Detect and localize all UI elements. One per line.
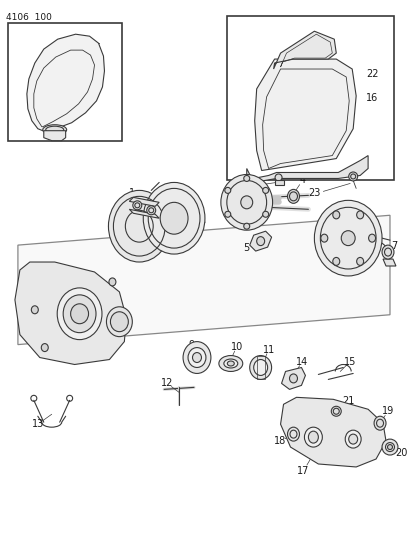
Ellipse shape [315,200,382,276]
Ellipse shape [133,201,142,210]
Text: 16: 16 [88,43,102,53]
Ellipse shape [250,356,272,379]
Text: 22: 22 [366,69,379,79]
Polygon shape [281,397,386,467]
Text: 1: 1 [129,188,135,198]
Ellipse shape [382,439,398,455]
Ellipse shape [333,211,340,219]
Ellipse shape [225,188,231,193]
Ellipse shape [225,211,231,217]
Text: 14: 14 [296,357,308,367]
Text: 5: 5 [244,243,250,253]
Ellipse shape [43,125,67,135]
Polygon shape [255,59,356,171]
Polygon shape [129,197,159,206]
Ellipse shape [63,295,96,333]
Text: 21: 21 [342,397,355,406]
Text: 10: 10 [231,342,243,352]
Text: 6: 6 [353,217,359,227]
Ellipse shape [109,278,116,286]
Ellipse shape [244,175,250,181]
Text: 18: 18 [275,436,287,446]
Ellipse shape [227,361,234,366]
Polygon shape [15,262,126,365]
Ellipse shape [147,206,156,215]
Text: 17: 17 [297,466,310,476]
Polygon shape [129,209,159,218]
Ellipse shape [111,312,129,332]
Ellipse shape [160,203,188,234]
Ellipse shape [221,174,273,230]
Ellipse shape [183,342,211,374]
Ellipse shape [257,237,265,246]
Ellipse shape [333,257,340,265]
Polygon shape [18,215,390,345]
Text: 11: 11 [262,344,275,354]
Text: 13: 13 [32,419,44,429]
Text: 3: 3 [232,180,238,189]
Ellipse shape [357,211,364,219]
Polygon shape [27,34,104,131]
Text: 4: 4 [299,175,306,185]
Ellipse shape [349,172,358,181]
Ellipse shape [219,356,243,372]
Ellipse shape [374,416,386,430]
Ellipse shape [345,430,361,448]
Ellipse shape [71,304,89,324]
Text: 23: 23 [308,188,321,198]
Text: 12: 12 [161,378,173,389]
Ellipse shape [331,406,341,416]
Ellipse shape [263,188,269,193]
Ellipse shape [244,223,250,229]
Polygon shape [274,31,336,69]
Text: 4106  100: 4106 100 [6,13,52,22]
Ellipse shape [31,306,38,314]
Ellipse shape [224,359,238,368]
Text: 20: 20 [396,448,408,458]
Ellipse shape [288,189,299,203]
Ellipse shape [321,234,328,242]
Text: 7: 7 [391,241,397,251]
Polygon shape [250,231,272,251]
Ellipse shape [382,245,394,259]
Ellipse shape [308,431,318,443]
Text: 9: 9 [188,340,194,350]
Ellipse shape [143,182,205,254]
Ellipse shape [357,257,364,265]
Polygon shape [44,131,66,141]
Text: 24: 24 [243,183,255,193]
Ellipse shape [254,360,268,375]
Ellipse shape [275,174,282,181]
Ellipse shape [263,211,269,217]
Ellipse shape [109,190,170,262]
Bar [8,23,122,141]
Polygon shape [282,367,306,390]
Text: 8: 8 [57,340,63,350]
Polygon shape [275,181,284,185]
Ellipse shape [368,234,376,242]
Ellipse shape [341,231,355,246]
Ellipse shape [388,445,392,449]
Text: 16: 16 [366,93,378,103]
Text: 15: 15 [344,357,356,367]
Polygon shape [247,156,368,182]
Ellipse shape [193,352,202,362]
Ellipse shape [57,288,102,340]
Ellipse shape [288,427,299,441]
Ellipse shape [290,374,297,383]
Text: 2: 2 [151,203,157,213]
Ellipse shape [304,427,322,447]
Ellipse shape [349,434,358,444]
Ellipse shape [41,344,48,352]
Ellipse shape [188,348,206,367]
Text: 19: 19 [382,406,394,416]
Ellipse shape [241,196,253,209]
Bar [227,17,394,181]
Ellipse shape [106,307,132,337]
Polygon shape [383,259,396,266]
